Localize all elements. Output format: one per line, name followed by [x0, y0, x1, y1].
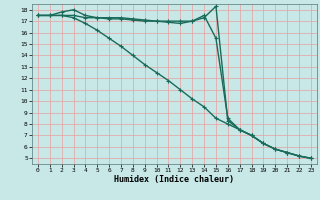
- X-axis label: Humidex (Indice chaleur): Humidex (Indice chaleur): [115, 175, 234, 184]
